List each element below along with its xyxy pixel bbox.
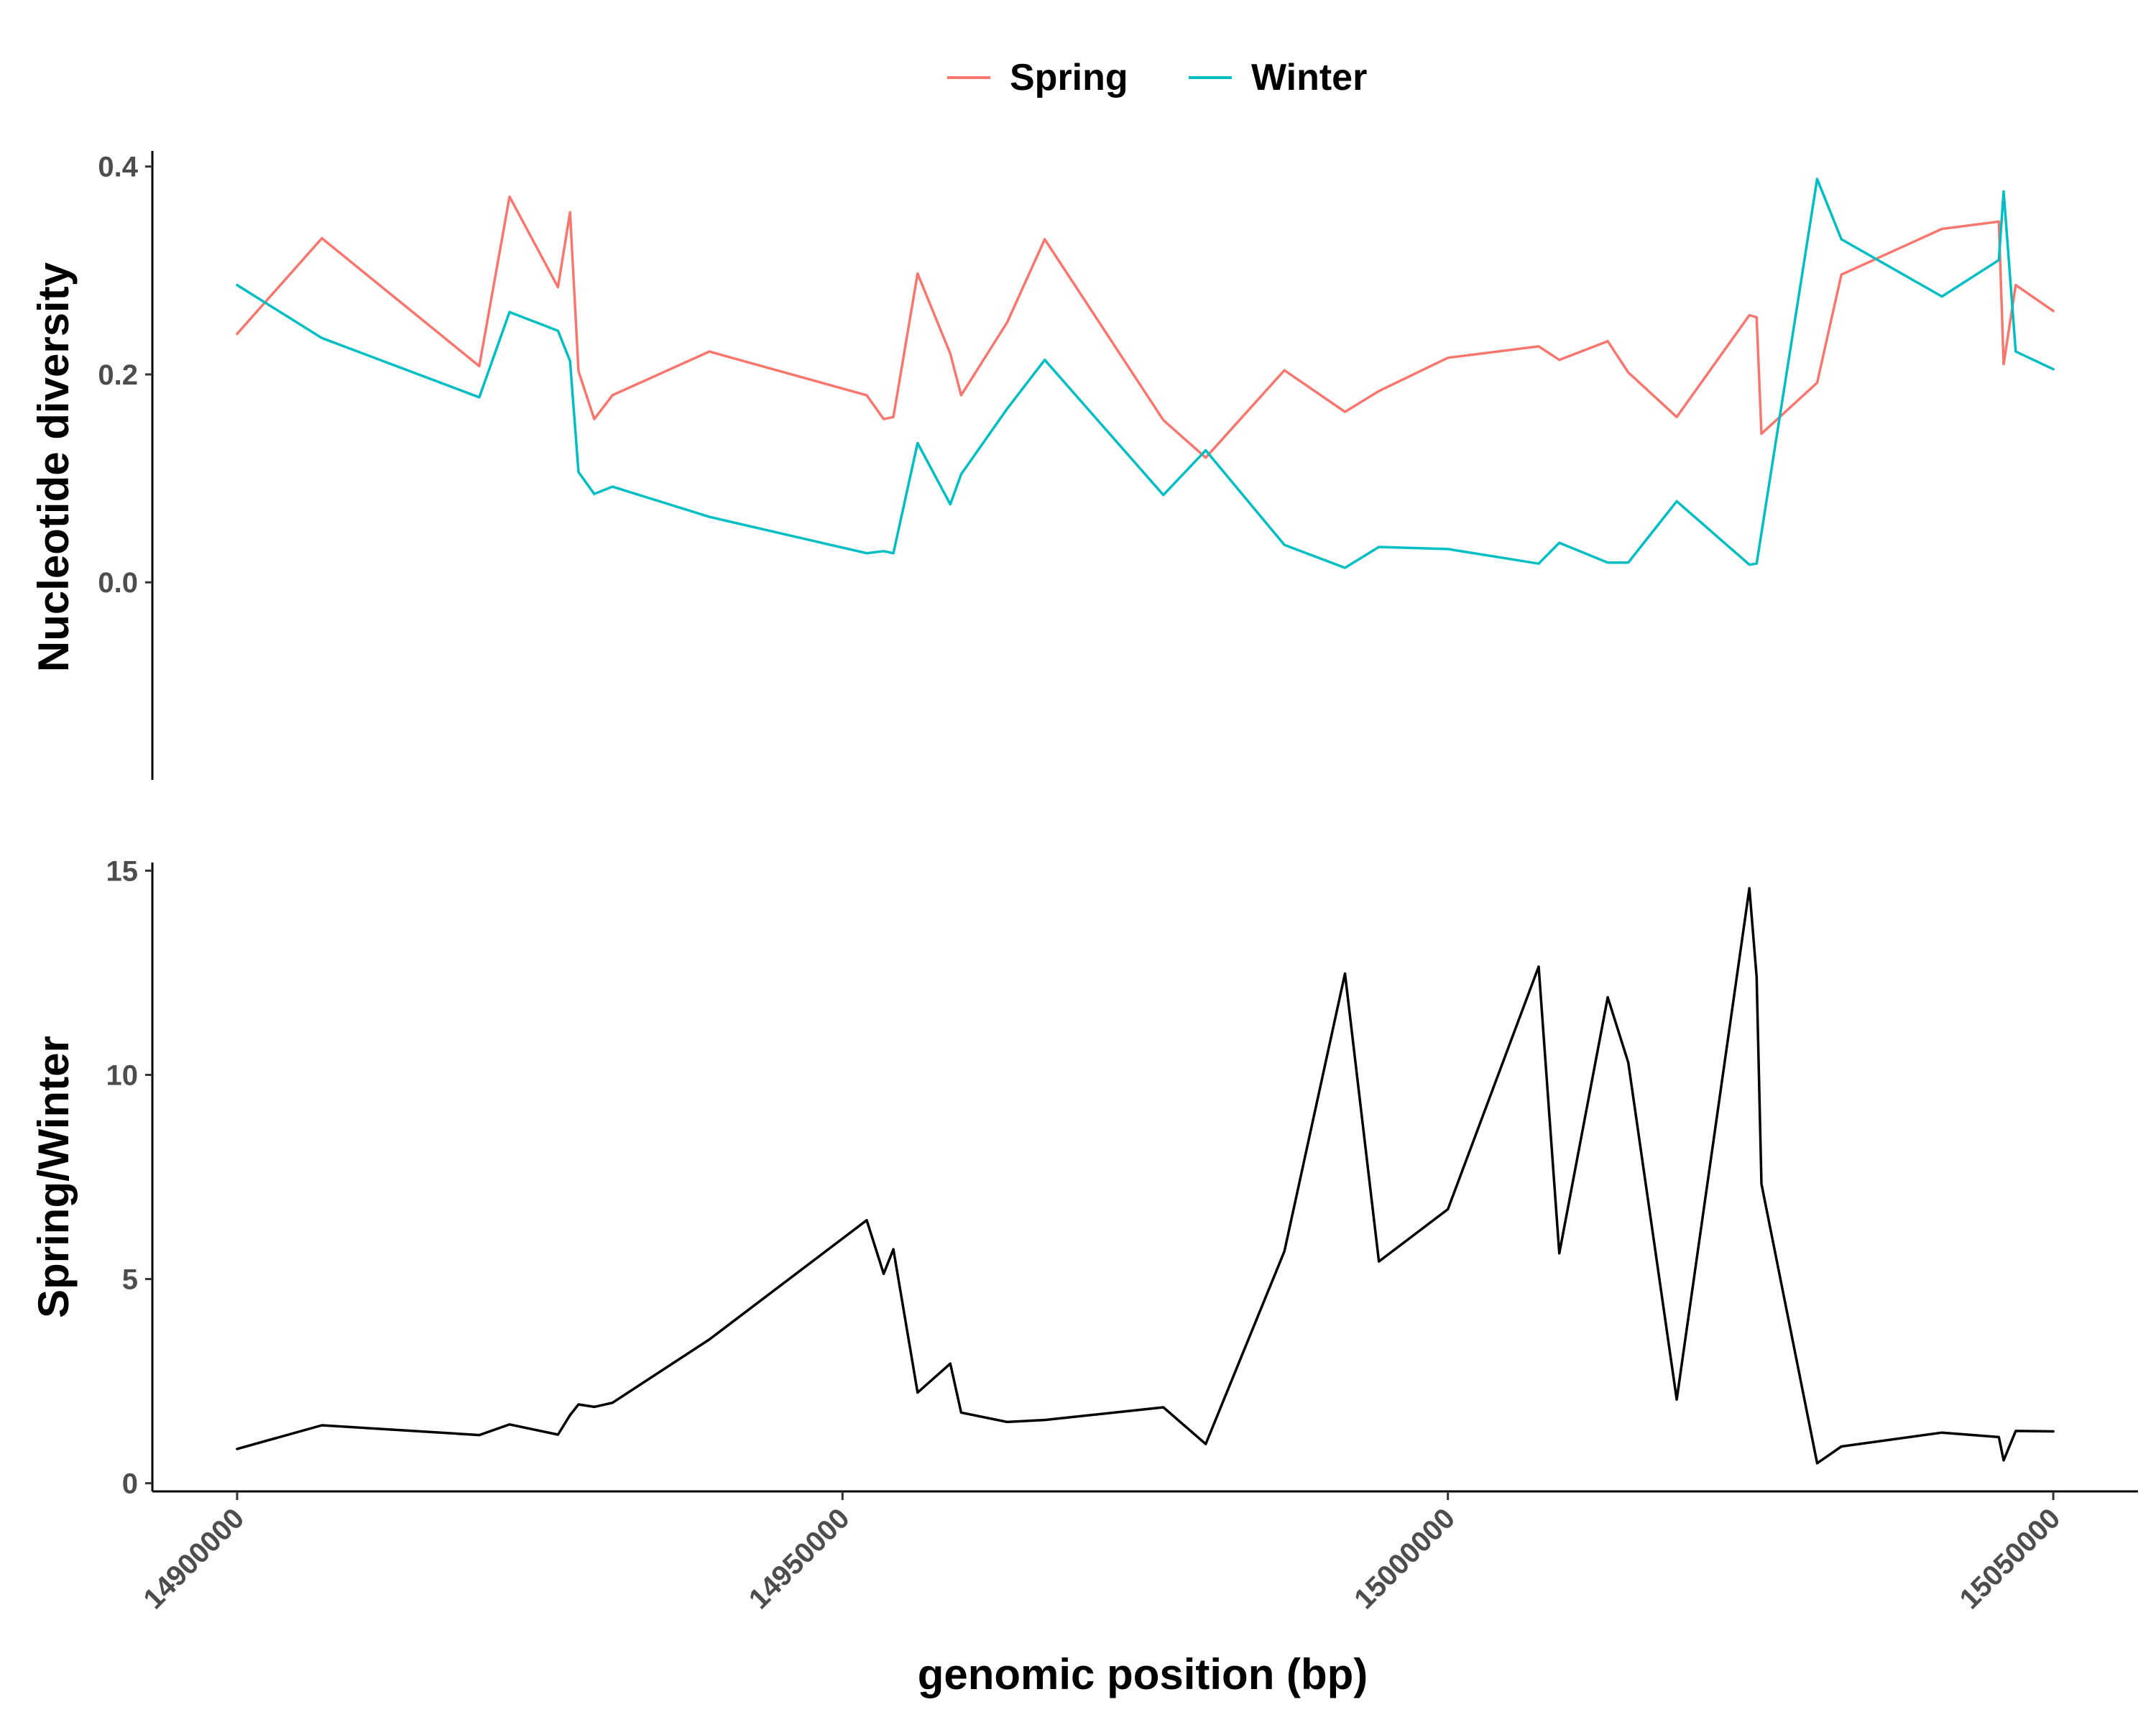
ratio-series-line	[236, 887, 2055, 1465]
x-tick-label: 15000000	[1348, 1502, 1461, 1615]
winter-series-line	[236, 178, 2055, 569]
diversity-y-tick-label: 0.2	[98, 359, 138, 391]
ratio-y-tick-label: 10	[106, 1059, 139, 1091]
ratio-x-ticks: 14900000 14950000 15000000 15050000	[137, 1491, 2066, 1615]
x-tick-label: 14950000	[743, 1502, 856, 1615]
spring-series-line	[236, 195, 2055, 459]
ratio-series	[236, 887, 2055, 1465]
diversity-y-tick-label: 0.0	[98, 567, 138, 599]
x-axis-title: genomic position (bp)	[918, 1650, 1368, 1698]
ratio-y-axis-title: Spring/Winter	[29, 1036, 78, 1318]
ratio-y-ticks: 0 5 10 15	[106, 855, 152, 1500]
x-tick-label: 15050000	[1953, 1502, 2066, 1615]
ratio-y-tick-label: 15	[106, 855, 139, 887]
diversity-y-tick-label: 0.4	[98, 152, 138, 183]
diversity-panel: 0.0 0.2 0.4 Nucleotide diversity	[29, 151, 2055, 780]
diversity-series	[236, 178, 2055, 569]
legend-label-winter: Winter	[1251, 57, 1367, 98]
diversity-y-axis-title: Nucleotide diversity	[29, 262, 78, 672]
legend: Spring Winter	[947, 57, 1367, 98]
x-tick-label: 14900000	[137, 1502, 250, 1615]
ratio-y-tick-label: 5	[122, 1264, 138, 1296]
diversity-y-ticks: 0.0 0.2 0.4	[98, 152, 152, 599]
ratio-y-tick-label: 0	[122, 1468, 138, 1500]
legend-label-spring: Spring	[1010, 57, 1128, 98]
